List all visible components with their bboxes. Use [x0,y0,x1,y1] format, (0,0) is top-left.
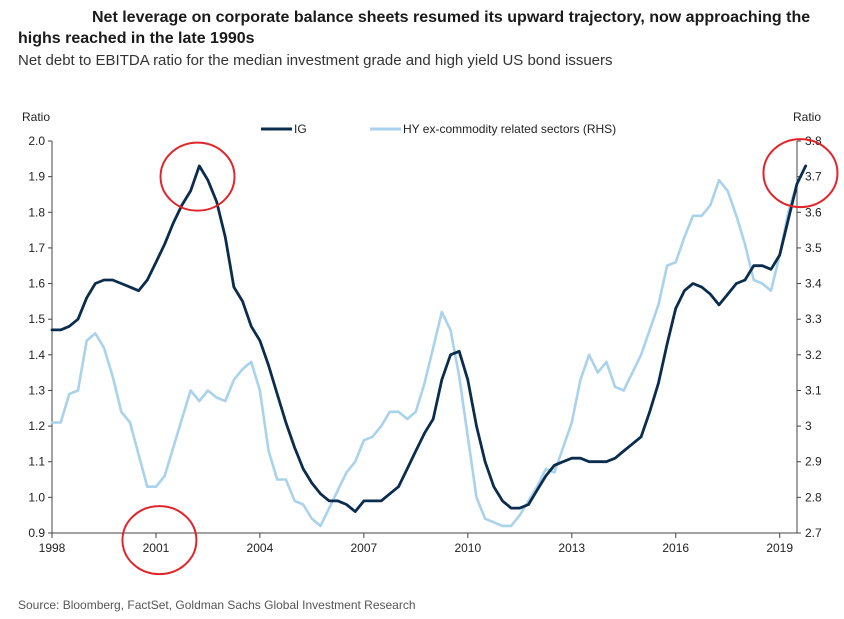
left-tick-label: 1.6 [28,277,45,291]
chart-axes: 0.9 1.0 1.1 1.2 1.3 1.4 1.5 1.6 1.7 1.8 1.9 2.0 2.7 2… [28,134,822,555]
source-note: Source: Bloomberg, FactSet, Goldman Sach… [18,598,416,612]
right-tick-label: 3.3 [805,312,822,326]
highlight-circle [159,141,236,212]
chart-title-line-2: highs reached in the late 1990s [18,30,255,47]
right-axis-label: Ratio [793,110,821,124]
left-tick-label: 1.7 [28,241,45,255]
left-tick-label: 1.5 [28,312,45,326]
highlight-circles [121,138,839,576]
right-tick-label: 3.4 [805,277,822,291]
legend-ig-label: IG [294,122,307,136]
left-tick-label: 2.0 [28,134,45,148]
right-tick-label: 3.5 [805,241,822,255]
x-tick-label: 2004 [247,541,274,555]
left-tick-label: 1.1 [28,455,45,469]
x-tick-label: 2013 [558,541,585,555]
right-tick-label: 3.1 [805,383,822,397]
right-tick-label: 2.8 [805,490,822,504]
right-tick-label: 3.7 [805,170,822,184]
x-tick-label: 2001 [143,541,170,555]
highlight-circle [762,138,839,209]
x-tick-label: 2010 [454,541,481,555]
ig-series-line [50,164,808,513]
left-tick-label: 1.4 [28,348,45,362]
chart-legend: IG HY ex-commodity related sectors (RHS) [261,122,616,136]
left-axis-label: Ratio [22,110,50,124]
x-tick-label: 2007 [351,541,378,555]
chart-subtitle: Net debt to EBITDA ratio for the median … [18,52,613,69]
right-tick-label: 2.9 [805,455,822,469]
right-tick-label: 3 [805,419,812,433]
chart-title-line-1: Net leverage on corporate balance sheets… [92,9,811,26]
left-tick-label: 1.0 [28,490,45,504]
left-tick-label: 1.3 [28,383,45,397]
left-tick-label: 1.2 [28,419,45,433]
x-tick-label: 1998 [39,541,66,555]
legend-hy-label: HY ex-commodity related sectors (RHS) [403,122,616,136]
right-tick-label: 3.6 [805,205,822,219]
left-tick-label: 1.8 [28,205,45,219]
right-tick-label: 3.2 [805,348,822,362]
x-tick-label: 2016 [662,541,689,555]
left-tick-label: 0.9 [28,526,45,540]
hy-series-line [50,178,799,528]
right-tick-label: 2.7 [805,526,822,540]
chart-title: Net leverage on corporate balance sheets… [18,7,828,49]
x-tick-label: 2019 [766,541,793,555]
left-tick-label: 1.9 [28,170,45,184]
highlight-circle [121,505,198,576]
chart-series [50,164,808,528]
